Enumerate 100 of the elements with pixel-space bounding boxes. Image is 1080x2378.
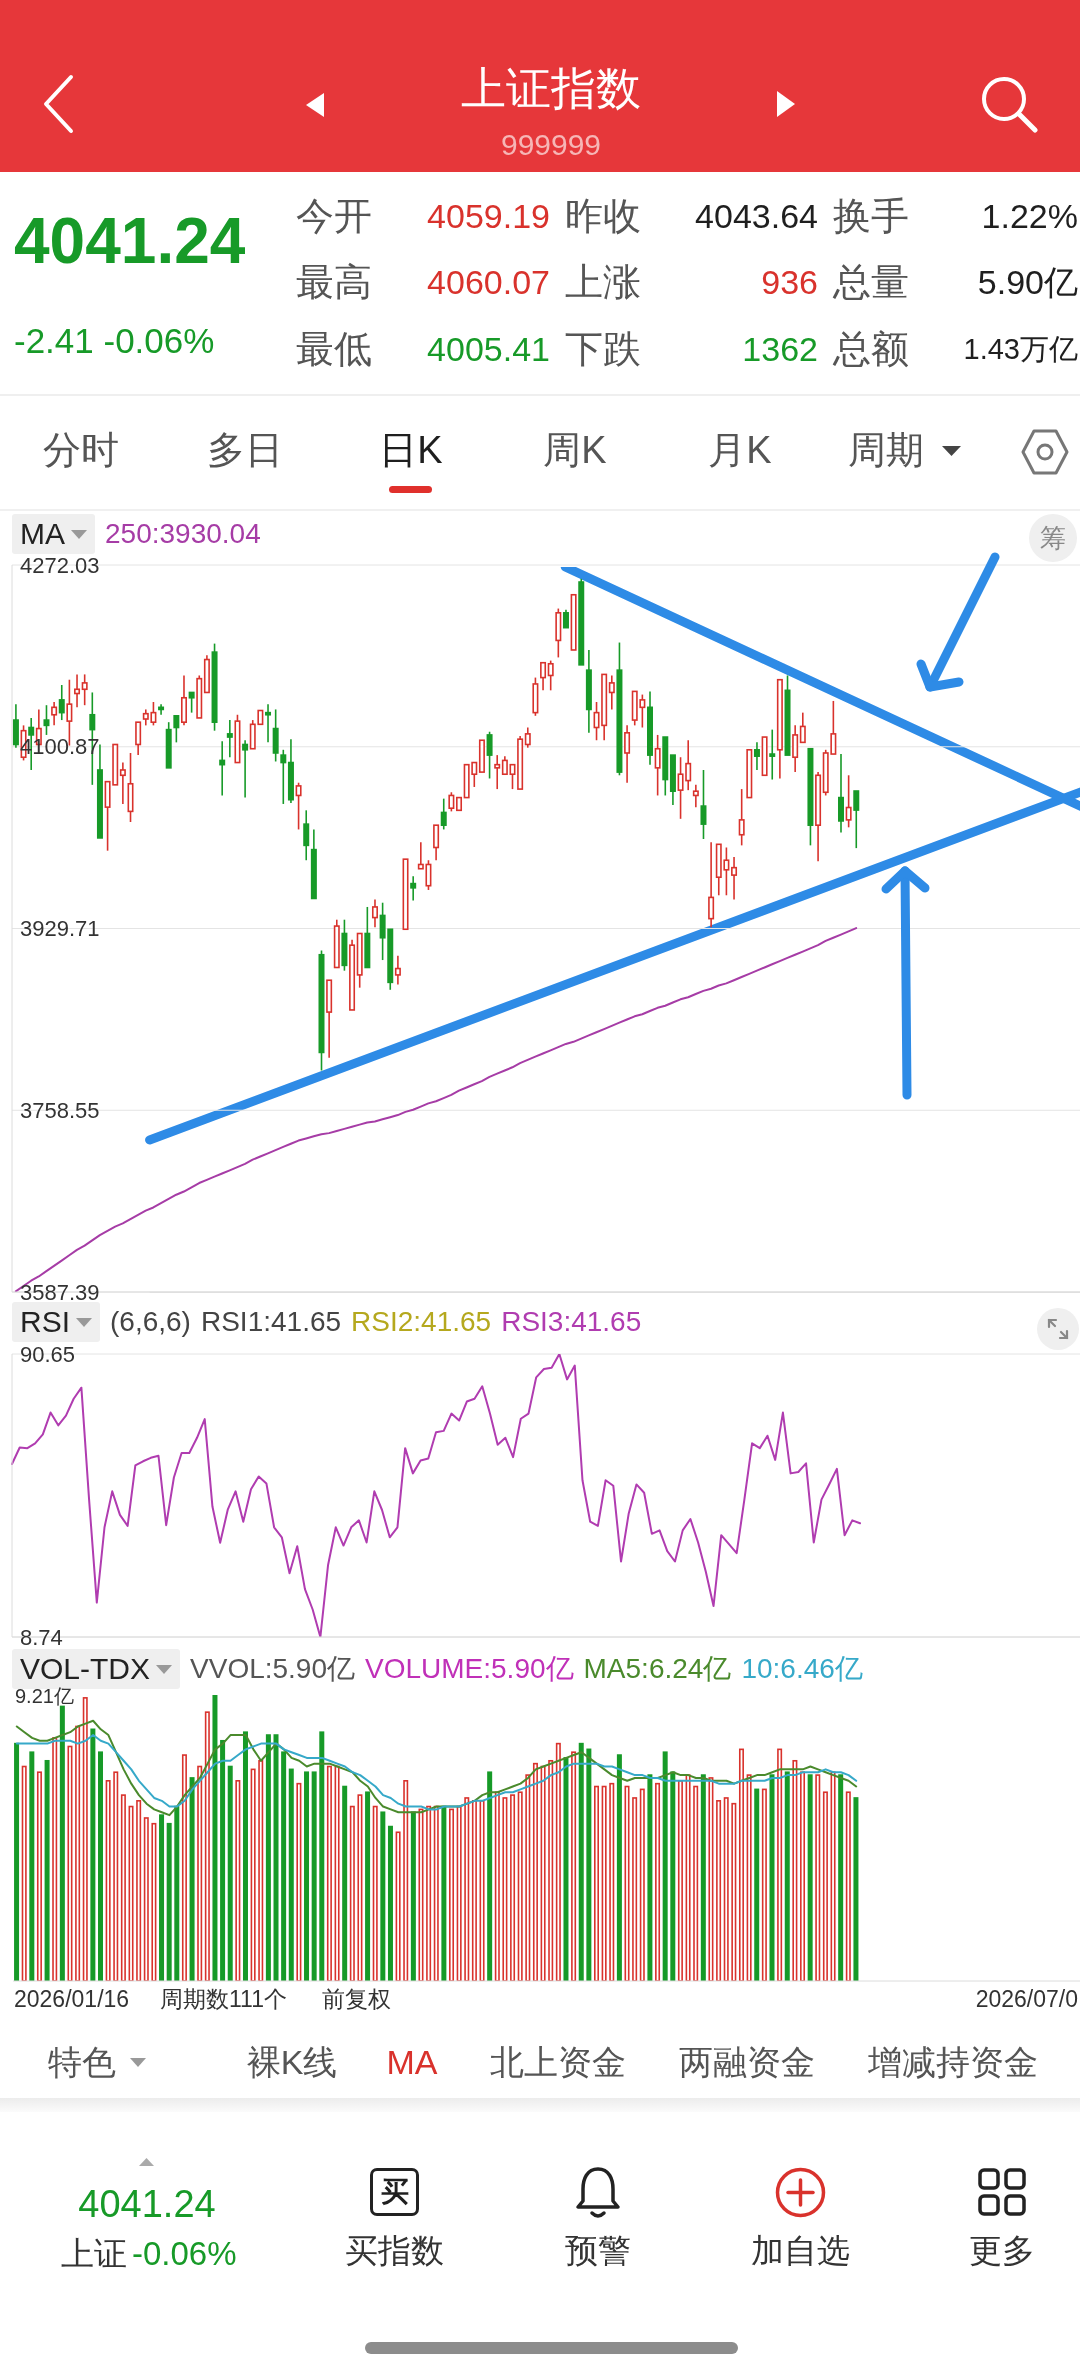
bar [471, 1800, 477, 1981]
bar [548, 1759, 554, 1981]
bar [29, 1751, 35, 1981]
bar [510, 1794, 516, 1981]
bar [52, 1737, 58, 1981]
text: 两融资金 [679, 2043, 815, 2082]
bar [464, 1797, 470, 1981]
y-tick-label: 90.65 [20, 1341, 76, 1367]
text: 1.22% [981, 197, 1078, 236]
candlestick [624, 724, 631, 784]
bar [716, 1800, 722, 1981]
bar [494, 1791, 500, 1981]
bar [288, 1768, 294, 1981]
text: 上涨 [565, 261, 641, 304]
bar [594, 1785, 599, 1981]
bar [113, 1771, 119, 1981]
bar [830, 1771, 836, 1981]
bar [395, 1831, 401, 1981]
bar [677, 1780, 683, 1981]
text: 买指数 [344, 2231, 444, 2270]
text: 上证 [61, 2234, 127, 2273]
bar [59, 1705, 65, 1981]
bar [738, 1748, 744, 1981]
candlestick [608, 674, 615, 711]
bar [387, 1825, 393, 1981]
bar [670, 1771, 676, 1981]
candlestick [433, 824, 440, 862]
text: 总额 [833, 328, 909, 371]
bar [372, 1805, 378, 1981]
bar [296, 1782, 302, 1981]
text: 4043.64 [695, 197, 818, 236]
candlestick [394, 955, 401, 986]
bar [21, 1765, 27, 1981]
bar [181, 1754, 187, 1981]
chart-title: RSI [20, 1305, 71, 1339]
bar [700, 1774, 706, 1981]
bar [616, 1754, 622, 1981]
text: -2.41 -0.06% [14, 320, 215, 361]
bar [563, 1757, 569, 1981]
text: 2026/07/0 [975, 1986, 1078, 2013]
bar [647, 1774, 653, 1981]
text: 北上资金 [490, 2043, 626, 2082]
text: 999999 [500, 127, 602, 161]
candlestick [769, 728, 776, 781]
bar [159, 1814, 165, 1981]
bar [311, 1771, 317, 1981]
dropdown: RSI [12, 1302, 100, 1342]
candlestick [708, 841, 715, 928]
bar [632, 1797, 638, 1981]
bar [365, 1791, 371, 1981]
text: 1362 [742, 330, 818, 369]
bar [693, 1785, 699, 1981]
candlestick [51, 701, 58, 727]
candlestick [807, 747, 814, 847]
candlestick [669, 754, 676, 806]
bar [212, 1695, 218, 1981]
candlestick [371, 898, 378, 928]
legend-label: RSI1:41.65 [200, 1306, 342, 1338]
bar [586, 1748, 592, 1981]
bar [555, 1742, 561, 1981]
text: 4041.24 [14, 204, 246, 277]
bar [136, 1800, 142, 1981]
bar [281, 1751, 287, 1981]
bar [151, 1822, 157, 1981]
bar [189, 1777, 195, 1981]
bar [220, 1739, 226, 1981]
bar [105, 1780, 111, 1981]
text: 裸K线 [246, 2043, 338, 2082]
bar [479, 1800, 485, 1981]
candlestick [753, 741, 760, 771]
bar [166, 1822, 172, 1981]
text: 特色 [48, 2043, 116, 2082]
bar [227, 1765, 233, 1981]
bar [754, 1788, 760, 1981]
candlestick [647, 690, 654, 766]
text: 2026/01/16 [14, 1986, 130, 2013]
text: -0.06% [132, 2234, 237, 2273]
bar [14, 1742, 20, 1981]
bar [143, 1817, 149, 1981]
text: 5.90亿 [977, 263, 1078, 302]
candlestick [585, 649, 592, 734]
bar [418, 1808, 424, 1981]
bar [449, 1808, 455, 1981]
bar [601, 1785, 607, 1981]
text: 更多 [969, 2231, 1035, 2270]
text: 总量 [833, 261, 909, 304]
text: 4005.41 [427, 330, 550, 369]
bar [197, 1765, 203, 1981]
bar [380, 1811, 386, 1981]
text: 今开 [296, 195, 372, 238]
bar [838, 1774, 844, 1981]
bar [403, 1780, 409, 1981]
bar [304, 1771, 310, 1981]
y-tick-label: 3929.71 [20, 916, 100, 942]
candlestick [135, 721, 142, 756]
text: 10:6.46亿 [741, 1652, 863, 1686]
candlestick [310, 828, 317, 900]
chart-title: MA [20, 517, 65, 551]
bar [685, 1774, 691, 1981]
candlestick [74, 673, 81, 709]
